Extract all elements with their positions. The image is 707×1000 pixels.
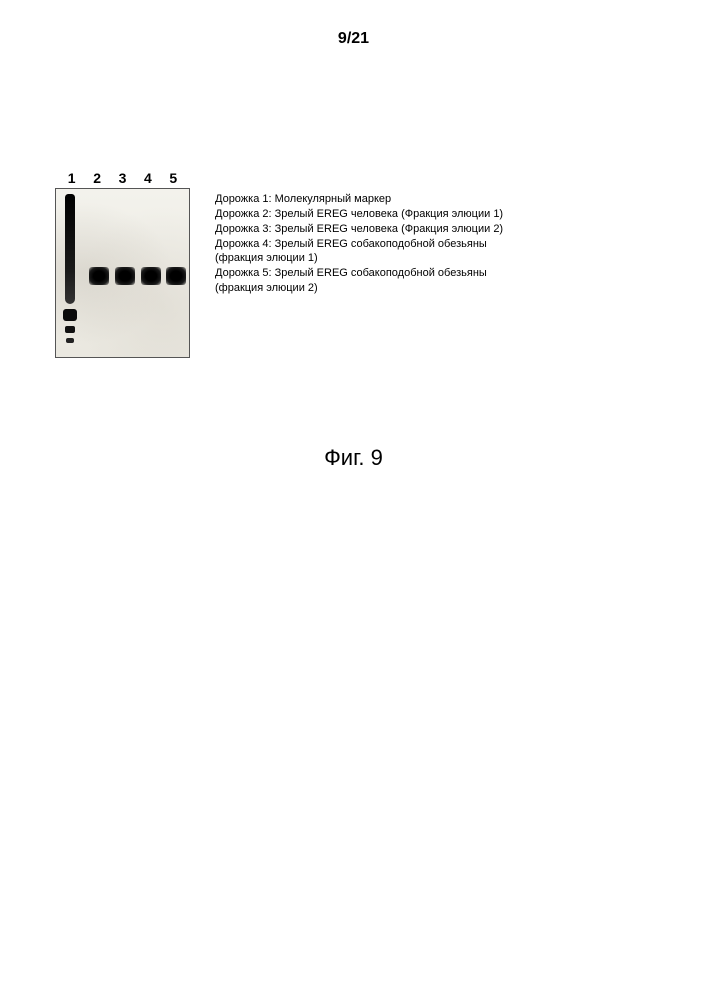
lane-label-4: 4 [135, 170, 160, 186]
lane-label-3: 3 [110, 170, 135, 186]
legend-line: Дорожка 3: Зрелый EREG человека (Фракция… [215, 222, 503, 237]
gel-block: 1 2 3 4 5 [55, 170, 190, 358]
sample-band-lane5 [166, 267, 186, 285]
molecular-marker-lane [63, 194, 77, 349]
lane-label-1: 1 [59, 170, 84, 186]
legend-line: (фракция элюции 2) [215, 281, 503, 296]
legend-line: Дорожка 1: Молекулярный маркер [215, 192, 503, 207]
legend-line: (фракция элюции 1) [215, 251, 503, 266]
lane-legend: Дорожка 1: Молекулярный маркер Дорожка 2… [215, 192, 503, 296]
lane-labels: 1 2 3 4 5 [55, 170, 190, 188]
marker-band [65, 326, 75, 333]
sample-band-lane2 [89, 267, 109, 285]
marker-smear [65, 194, 75, 304]
page-number: 9/21 [0, 30, 707, 48]
marker-band [66, 338, 74, 343]
legend-line: Дорожка 5: Зрелый EREG собакоподобной об… [215, 266, 503, 281]
gel-image [55, 188, 190, 358]
sample-band-lane3 [115, 267, 135, 285]
sample-band-lane4 [141, 267, 161, 285]
legend-line: Дорожка 2: Зрелый EREG человека (Фракция… [215, 207, 503, 222]
figure-content-row: 1 2 3 4 5 Дорожка 1: Молекулярный маркер… [55, 170, 662, 358]
figure-caption: Фиг. 9 [0, 445, 707, 471]
lane-label-5: 5 [161, 170, 186, 186]
legend-line: Дорожка 4: Зрелый EREG собакоподобной об… [215, 237, 503, 252]
lane-label-2: 2 [84, 170, 109, 186]
marker-band [63, 309, 77, 321]
